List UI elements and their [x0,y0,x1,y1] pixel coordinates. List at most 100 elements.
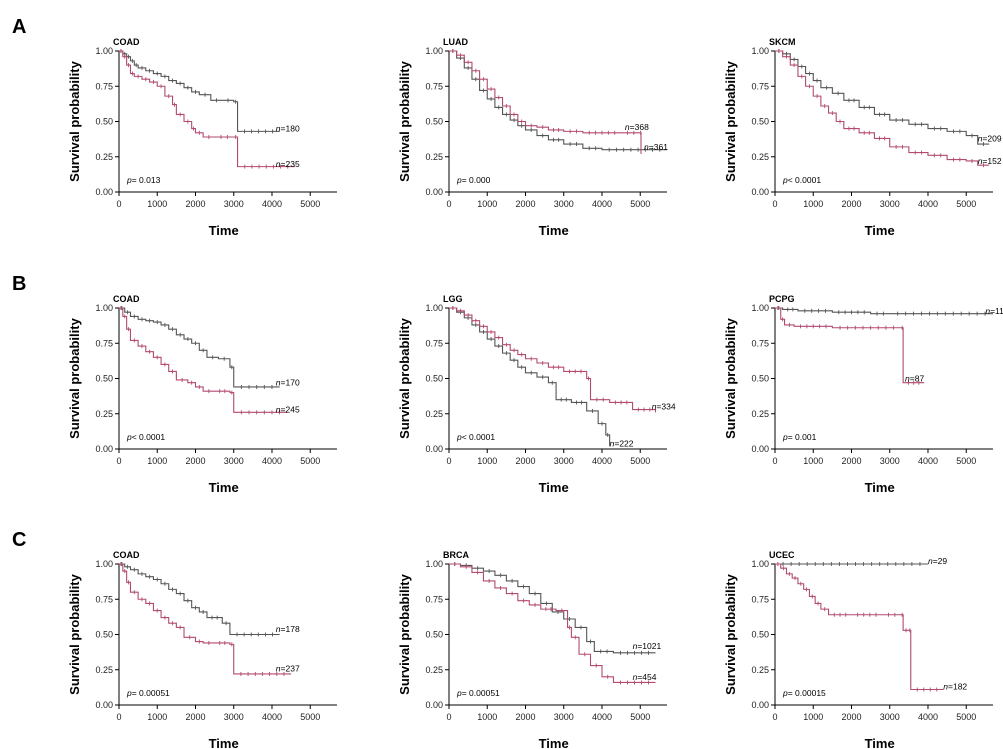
p-text: < 0.0001 [132,432,166,442]
km-panel-skcm-a: SKCM 0.00 0.25 0.50 0.75 1.00 0 1000 2000 3000 400… [723,37,1002,238]
series-line-2 [119,563,292,675]
x-tick-label: 5000 [630,456,650,466]
y-tick-label: 0.50 [425,630,443,640]
x-axis-title: Time [209,736,239,749]
series-line-1 [449,563,656,654]
n-label-2: n=87 [905,374,924,384]
n-symbol: n [276,405,281,415]
x-tick-label: 4000 [262,712,282,722]
x-tick-label: 3000 [224,456,244,466]
km-panel-brca-c: BRCA 0.00 0.25 0.50 0.75 1.00 0 1000 2000 3000 400… [397,550,667,749]
y-tick-label: 0.00 [751,700,769,710]
panel-title: LGG [443,294,463,304]
p-symbol: p [782,432,788,442]
n-value: =170 [281,378,300,388]
y-tick-label: 0.00 [425,444,443,454]
x-tick-label: 3000 [224,199,244,209]
x-tick-label: 1000 [477,712,497,722]
p-symbol: p [456,432,462,442]
x-axis-title: Time [865,223,895,238]
n-symbol: n [276,624,281,634]
y-tick-label: 0.75 [425,594,443,604]
x-tick-label: 3000 [880,456,900,466]
p-symbol: p [782,175,788,185]
y-tick-label: 0.50 [751,117,769,127]
x-tick-label: 1000 [147,199,167,209]
km-panel-luad-a: LUAD 0.00 0.25 0.50 0.75 1.00 0 1000 2000 3000 400… [397,37,668,238]
y-tick-label: 0.75 [751,338,769,348]
y-tick-label: 0.75 [425,338,443,348]
p-symbol: p [782,688,788,698]
n-value: =1021 [637,641,661,651]
x-tick-label: 4000 [918,456,938,466]
p-text: = 0.00015 [788,688,826,698]
n-label-2: n=334 [652,402,676,412]
x-tick-label: 2000 [841,712,861,722]
x-tick-label: 4000 [918,199,938,209]
km-panel-coad-c: COAD 0.00 0.25 0.50 0.75 1.00 0 1000 2000 3000 400… [67,550,337,749]
n-label-2: n=368 [625,122,649,132]
series-line-2 [449,563,656,683]
n-value: =237 [281,663,300,673]
y-tick-label: 0.50 [751,630,769,640]
axis-lines [118,564,337,706]
x-tick-label: 5000 [956,712,976,722]
p-value: p= 0.001 [782,432,817,442]
y-tick-label: 1.00 [751,46,769,56]
x-tick-label: 2000 [515,199,535,209]
n-value: =235 [281,159,300,169]
p-value: p< 0.0001 [782,175,821,185]
p-text: < 0.0001 [788,175,822,185]
y-tick-label: 1.00 [95,303,113,313]
km-panel-coad-a: COAD 0.00 0.25 0.50 0.75 1.00 0 1000 2000 3000 400… [67,37,337,238]
n-value: =454 [637,672,656,682]
x-tick-label: 4000 [262,456,282,466]
p-symbol: p [456,688,462,698]
x-tick-label: 2000 [185,199,205,209]
n-label-1: n=118 [985,306,1003,316]
y-tick-label: 0.75 [95,594,113,604]
x-tick-label: 4000 [262,199,282,209]
n-label-2: n=152 [978,156,1002,166]
y-tick-label: 0.50 [425,374,443,384]
x-tick-label: 2000 [841,456,861,466]
n-value: =209 [982,133,1001,143]
n-label-2: n=237 [276,663,300,673]
y-tick-label: 0.75 [425,81,443,91]
axis-lines [118,51,337,193]
n-symbol: n [644,142,649,152]
panel-title: UCEC [769,550,795,560]
p-text: = 0.00051 [132,688,170,698]
panel-title: COAD [113,294,140,304]
y-tick-label: 0.50 [425,117,443,127]
y-tick-label: 0.75 [751,81,769,91]
y-tick-label: 0.00 [751,187,769,197]
n-label-1: n=361 [644,142,668,152]
n-symbol: n [610,438,615,448]
n-label-1: n=180 [276,124,300,134]
x-tick-label: 2000 [515,456,535,466]
y-axis-title: Survival probability [397,60,412,181]
n-label-2: n=245 [276,405,300,415]
x-axis-title: Time [865,480,895,495]
y-tick-label: 0.25 [95,409,113,419]
p-value: p= 0.013 [126,175,161,185]
n-value: =29 [933,556,948,566]
x-tick-label: 5000 [956,199,976,209]
x-tick-label: 2000 [185,456,205,466]
y-tick-label: 0.25 [751,665,769,675]
p-value: p= 0.00015 [782,688,826,698]
x-tick-label: 0 [116,456,121,466]
series-line-2 [775,563,944,691]
y-tick-label: 0.00 [95,187,113,197]
x-tick-label: 3000 [554,199,574,209]
x-tick-label: 0 [446,456,451,466]
y-tick-label: 0.00 [95,444,113,454]
series-line-1 [775,50,990,145]
axis-lines [774,308,993,450]
x-tick-label: 4000 [592,199,612,209]
y-tick-label: 0.00 [95,700,113,710]
axis-lines [118,308,337,450]
n-label-1: n=1021 [633,641,662,651]
